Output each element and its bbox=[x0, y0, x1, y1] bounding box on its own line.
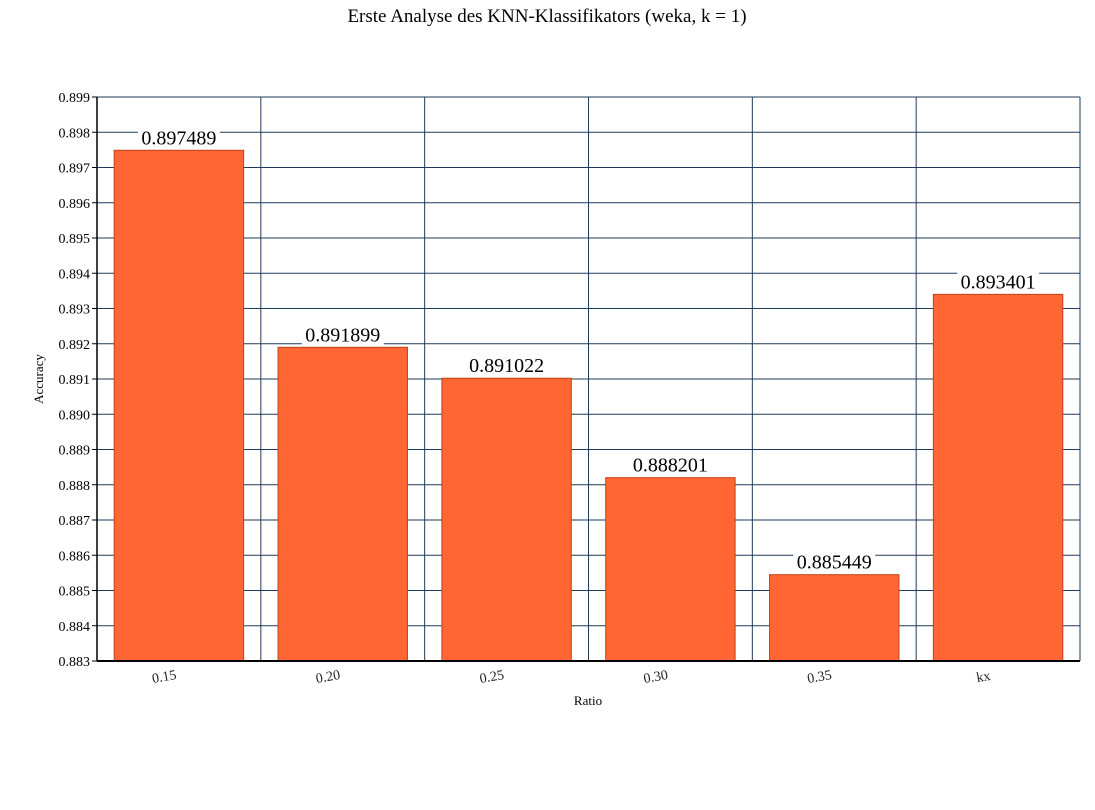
x-tick-label: 0.35 bbox=[806, 668, 833, 687]
x-axis-label: Ratio bbox=[574, 693, 602, 708]
data-label: 0.897489 bbox=[141, 127, 216, 149]
grid bbox=[96, 96, 1081, 662]
data-label: 0.891022 bbox=[469, 355, 544, 377]
x-tick-label: 0.20 bbox=[315, 668, 342, 687]
y-tick-label: 0.883 bbox=[59, 655, 91, 670]
y-tick-label: 0.896 bbox=[59, 197, 91, 212]
y-tick-label: 0.891 bbox=[59, 373, 91, 388]
y-tick-label: 0.884 bbox=[59, 620, 91, 635]
data-label-background bbox=[137, 126, 220, 149]
bar bbox=[932, 293, 1064, 662]
data-label-background bbox=[465, 354, 548, 377]
y-tick-label: 0.889 bbox=[59, 444, 91, 459]
x-tick-labels: 0.15 0.20 0.25 0.30 0.35 kx bbox=[151, 668, 992, 687]
data-label: 0.885449 bbox=[797, 552, 872, 574]
y-tick-label: 0.886 bbox=[59, 549, 91, 564]
bar bbox=[277, 346, 408, 662]
chart-title: Erste Analyse des KNN-Klassifikators (we… bbox=[347, 6, 746, 27]
bar bbox=[113, 149, 245, 662]
y-tick-label: 0.887 bbox=[59, 514, 91, 529]
y-tick-label: 0.895 bbox=[59, 232, 91, 247]
y-tick-label: 0.897 bbox=[59, 162, 91, 177]
y-tick-label: 0.885 bbox=[59, 585, 91, 600]
data-labels: 0.897489 0.891899 0.891022 0.888201 0.885449… bbox=[137, 126, 1040, 574]
y-tick-label: 0.894 bbox=[59, 267, 91, 282]
data-label-background bbox=[793, 550, 876, 573]
data-label-background bbox=[957, 270, 1040, 293]
axes bbox=[92, 96, 1080, 662]
x-tick-label: kx bbox=[975, 669, 991, 686]
data-label: 0.888201 bbox=[633, 455, 708, 477]
y-tick-label: 0.888 bbox=[59, 479, 91, 494]
x-tick-label: 0.30 bbox=[642, 668, 669, 687]
y-tick-label: 0.899 bbox=[59, 91, 91, 106]
data-label: 0.893401 bbox=[961, 271, 1036, 293]
data-label: 0.891899 bbox=[305, 324, 380, 346]
data-label-background bbox=[629, 453, 712, 476]
y-axis-label: Accuracy bbox=[31, 354, 46, 404]
data-label-background bbox=[301, 323, 384, 346]
y-tick-label: 0.890 bbox=[59, 408, 91, 423]
y-tick-labels: 0.883 0.884 0.885 0.886 0.887 0.888 0.889 0.890… bbox=[59, 91, 91, 670]
bar bbox=[441, 377, 572, 662]
x-tick-label: 0.25 bbox=[479, 668, 506, 687]
bars bbox=[113, 149, 1064, 662]
bar bbox=[769, 574, 900, 662]
y-tick-label: 0.898 bbox=[59, 126, 91, 141]
bar bbox=[605, 477, 736, 662]
y-tick-label: 0.893 bbox=[59, 303, 91, 318]
x-tick-label: 0.15 bbox=[151, 668, 178, 687]
y-tick-label: 0.892 bbox=[59, 338, 91, 353]
